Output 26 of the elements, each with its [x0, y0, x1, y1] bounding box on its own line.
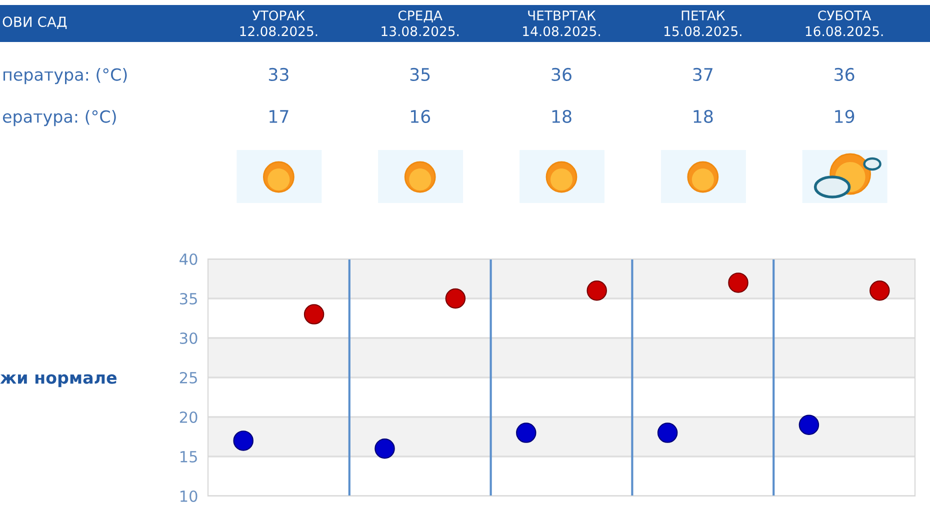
data-label: 16 — [410, 110, 430, 124]
data-label: 36 — [834, 68, 854, 82]
data-label: 19 — [835, 110, 854, 124]
data-label: 36 — [552, 68, 572, 82]
y-tick-label: 10 — [180, 490, 198, 502]
data-label: 18 — [694, 110, 713, 124]
data-label: 18 — [552, 110, 572, 124]
y-tick-label: 30 — [180, 332, 198, 344]
text: ПЕТАК 15.08.2025. — [664, 10, 742, 36]
text: СРЕДА 13.08.2025. — [382, 10, 459, 36]
text: ОВИ САД — [2, 16, 67, 30]
data-label: 17 — [270, 110, 288, 123]
text: УТОРАК 12.08.2025. — [240, 10, 318, 36]
text: пература: (°C) — [4, 68, 127, 84]
data-label: 33 — [268, 68, 288, 82]
y-tick-label: 15 — [180, 451, 197, 463]
text: ература: (°C) — [2, 110, 116, 126]
y-tick-label: 25 — [180, 372, 197, 384]
data-label: 37 — [693, 68, 712, 82]
text: СУБОТА 16.08.2025. — [806, 10, 883, 36]
text: ЧЕТВРТАК 14.08.2025. — [523, 10, 600, 36]
y-tick-label: 20 — [180, 411, 198, 424]
text: жи нормале — [0, 374, 117, 388]
y-tick-label: 35 — [180, 292, 197, 305]
y-tick-label: 40 — [180, 253, 198, 266]
data-label: 35 — [410, 68, 430, 82]
